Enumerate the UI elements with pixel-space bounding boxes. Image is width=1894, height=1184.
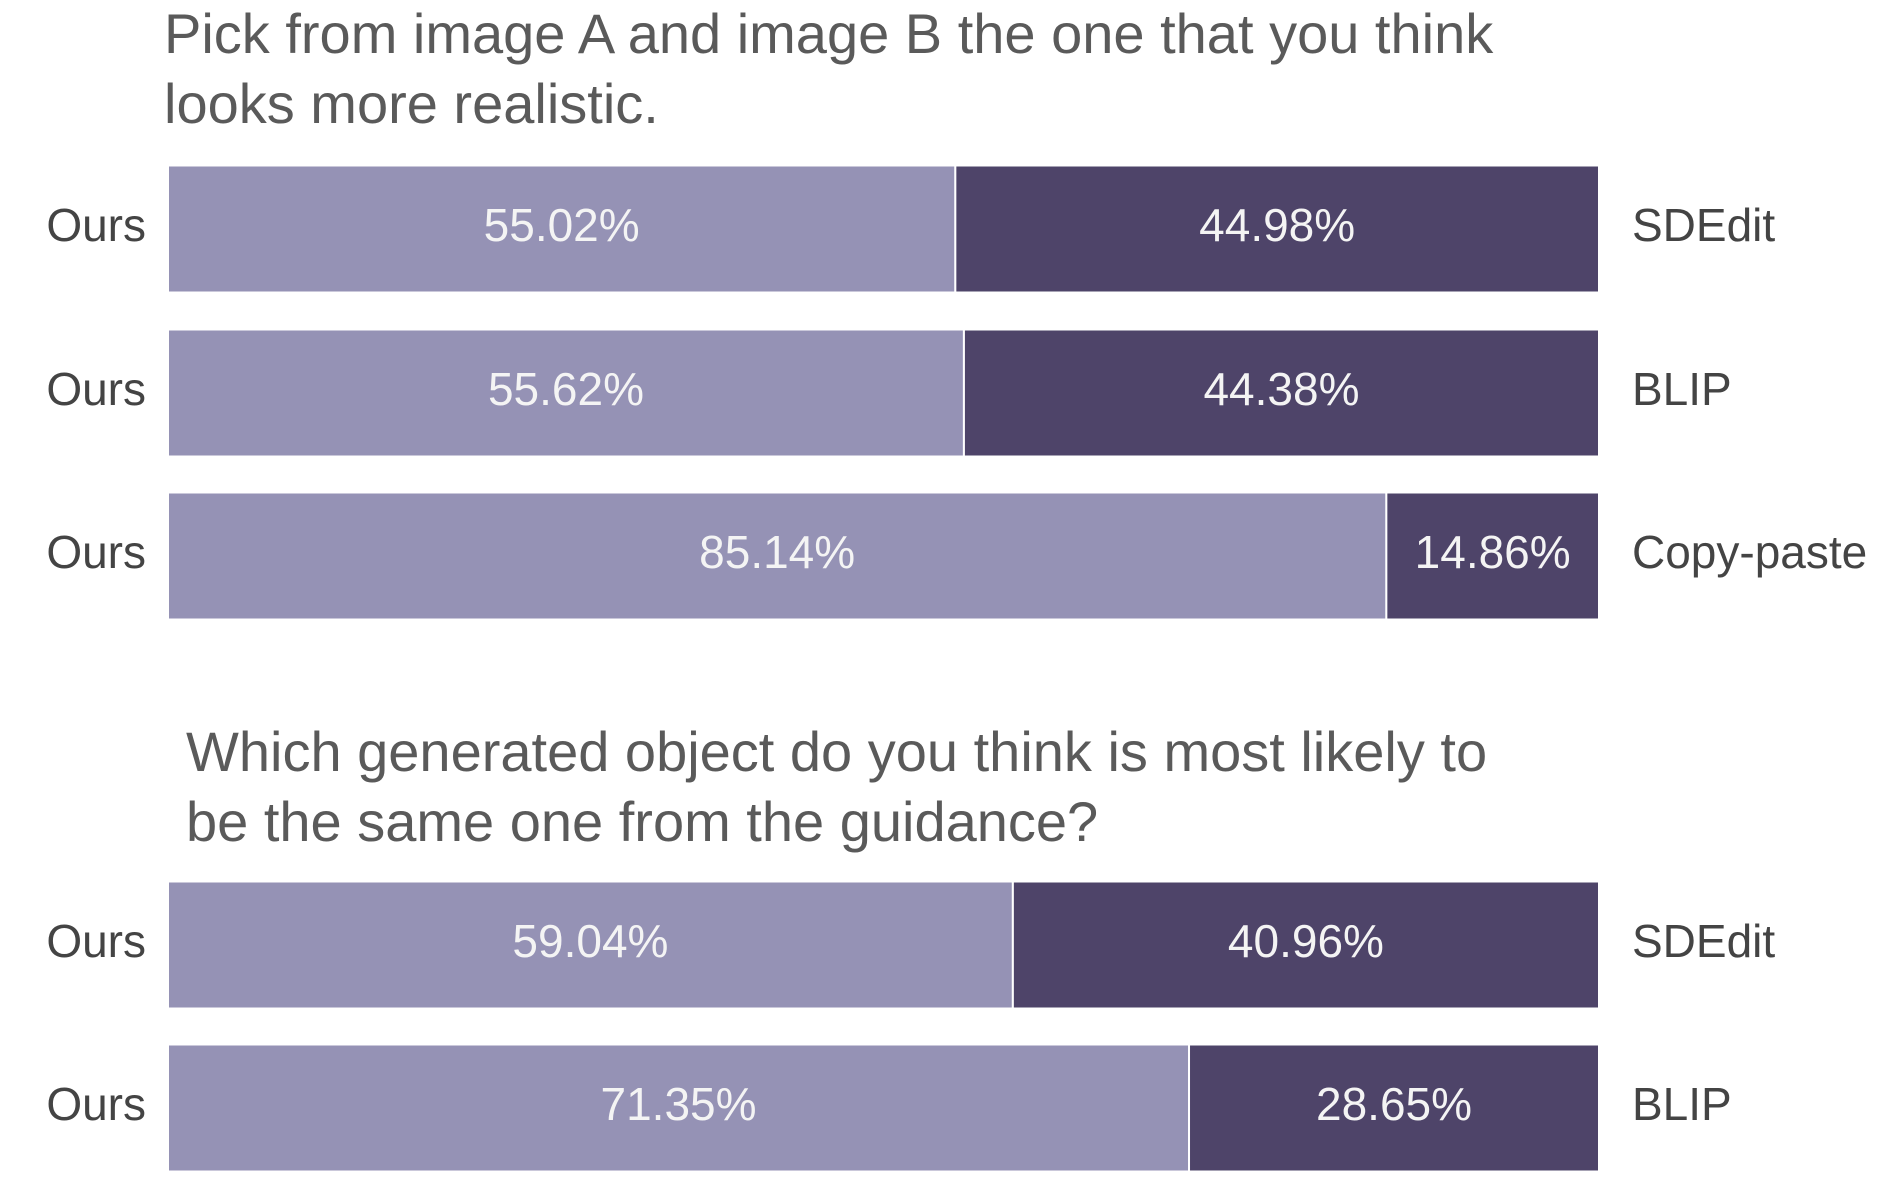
bar-segment (1385, 491, 1600, 621)
bar-segment (167, 880, 1014, 1010)
row-label-left: Ours (46, 915, 146, 967)
value-label: 55.62% (488, 363, 644, 415)
chart-title: Which generated object do you think is m… (186, 720, 1487, 783)
value-label: 71.35% (601, 1078, 757, 1130)
row-label-left: Ours (46, 199, 146, 251)
chart-title: be the same one from the guidance? (186, 790, 1098, 853)
bar-segment (1011, 880, 1600, 1010)
row-label-right: BLIP (1632, 363, 1732, 415)
bar-segment (1188, 1043, 1601, 1173)
value-label: 28.65% (1316, 1078, 1472, 1130)
row-label-left: Ours (46, 1078, 146, 1130)
value-label: 44.98% (1199, 199, 1355, 251)
bar-segment (954, 164, 1600, 294)
row-label-left: Ours (46, 363, 146, 415)
chart-title: looks more realistic. (164, 72, 659, 135)
bar-segment (167, 164, 957, 294)
value-label: 40.96% (1228, 915, 1384, 967)
bar-segment (167, 1043, 1191, 1173)
row-label-right: SDEdit (1632, 199, 1775, 251)
bar-segment (167, 328, 965, 458)
value-label: 14.86% (1415, 526, 1571, 578)
bar-segment (962, 328, 1600, 458)
chart-title: Pick from image A and image B the one th… (164, 2, 1494, 65)
row-label-right: Copy-paste (1632, 526, 1867, 578)
row-label-left: Ours (46, 526, 146, 578)
row-label-right: SDEdit (1632, 915, 1775, 967)
value-label: 55.02% (484, 199, 640, 251)
value-label: 44.38% (1203, 363, 1359, 415)
bar-segment (167, 491, 1388, 621)
value-label: 85.14% (699, 526, 855, 578)
value-label: 59.04% (512, 915, 668, 967)
row-label-right: BLIP (1632, 1078, 1732, 1130)
